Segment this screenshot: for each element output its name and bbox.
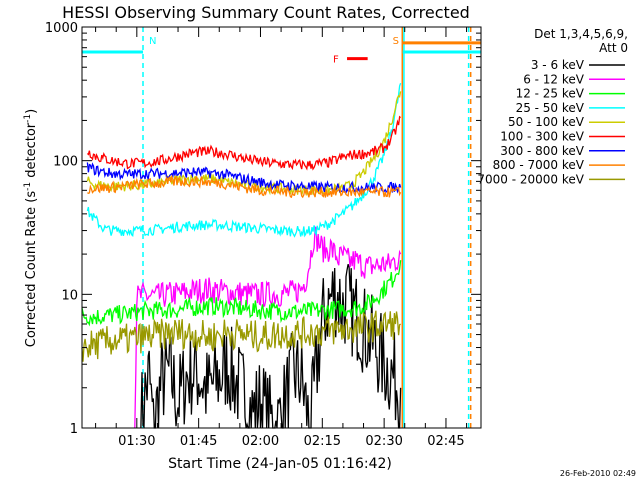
legend-label-5: 100 - 300 keV [500,130,584,144]
footer-timestamp: 26-Feb-2010 02:49 [560,469,636,478]
y-tick-label-1: 10 [61,288,78,303]
y-axis-label-sup1: -1 [23,182,33,191]
legend-label-2: 12 - 25 keV [516,87,585,101]
y-axis-label-main: Corrected Count Rate (s [24,191,39,348]
y-tick-label-0: 1 [70,422,78,437]
plot-area: N S F [81,26,482,429]
series-line-1 [134,225,402,429]
x-tick-label-4: 02:30 [365,434,402,449]
flare-label: F [333,55,339,66]
series-line-5 [86,115,402,171]
y-tick-label-2: 100 [53,155,78,170]
chart-title: HESSI Observing Summary Count Rates, Cor… [62,3,470,22]
series-line-3 [86,82,402,238]
y-tick-label-3: 1000 [45,21,78,36]
legend-label-8: 7000 - 20000 keV [477,172,584,186]
legend-label-6: 300 - 800 keV [500,144,584,158]
series-line-7 [87,174,402,199]
y-axis: 1 10 100 1000 [45,21,481,437]
x-axis: 01:30 01:45 02:00 02:15 02:30 02:45 [95,27,468,449]
legend-header-detectors: Det 1,3,4,5,6,9, [534,27,628,41]
series-line-2 [81,260,402,327]
y-axis-label-end: ) [24,109,39,114]
legend-label-0: 3 - 6 keV [531,58,585,72]
y-axis-label: Corrected Count Rate (s-1 detector-1) [23,109,39,347]
x-tick-label-1: 01:45 [180,434,217,449]
x-tick-label-2: 02:00 [242,434,279,449]
legend-label-1: 6 - 12 keV [523,72,585,86]
series-line-0 [140,264,402,429]
y-axis-label-mid: detector [24,122,39,182]
x-axis-label: Start Time (24-Jan-05 01:16:42) [168,456,392,472]
x-tick-label-3: 02:15 [304,434,341,449]
legend-header-attenuator: Att 0 [599,41,628,55]
legend-label-4: 50 - 100 keV [508,115,585,129]
y-axis-label-sup2: -1 [23,114,33,123]
legend-label-7: 800 - 7000 keV [493,158,585,172]
state-label-1: S [393,36,399,47]
series-line-8 [81,310,402,362]
legend-label-3: 25 - 50 keV [516,101,585,115]
x-tick-label-0: 01:30 [118,434,155,449]
state-label-0: N [149,36,156,47]
x-tick-label-5: 02:45 [427,434,464,449]
